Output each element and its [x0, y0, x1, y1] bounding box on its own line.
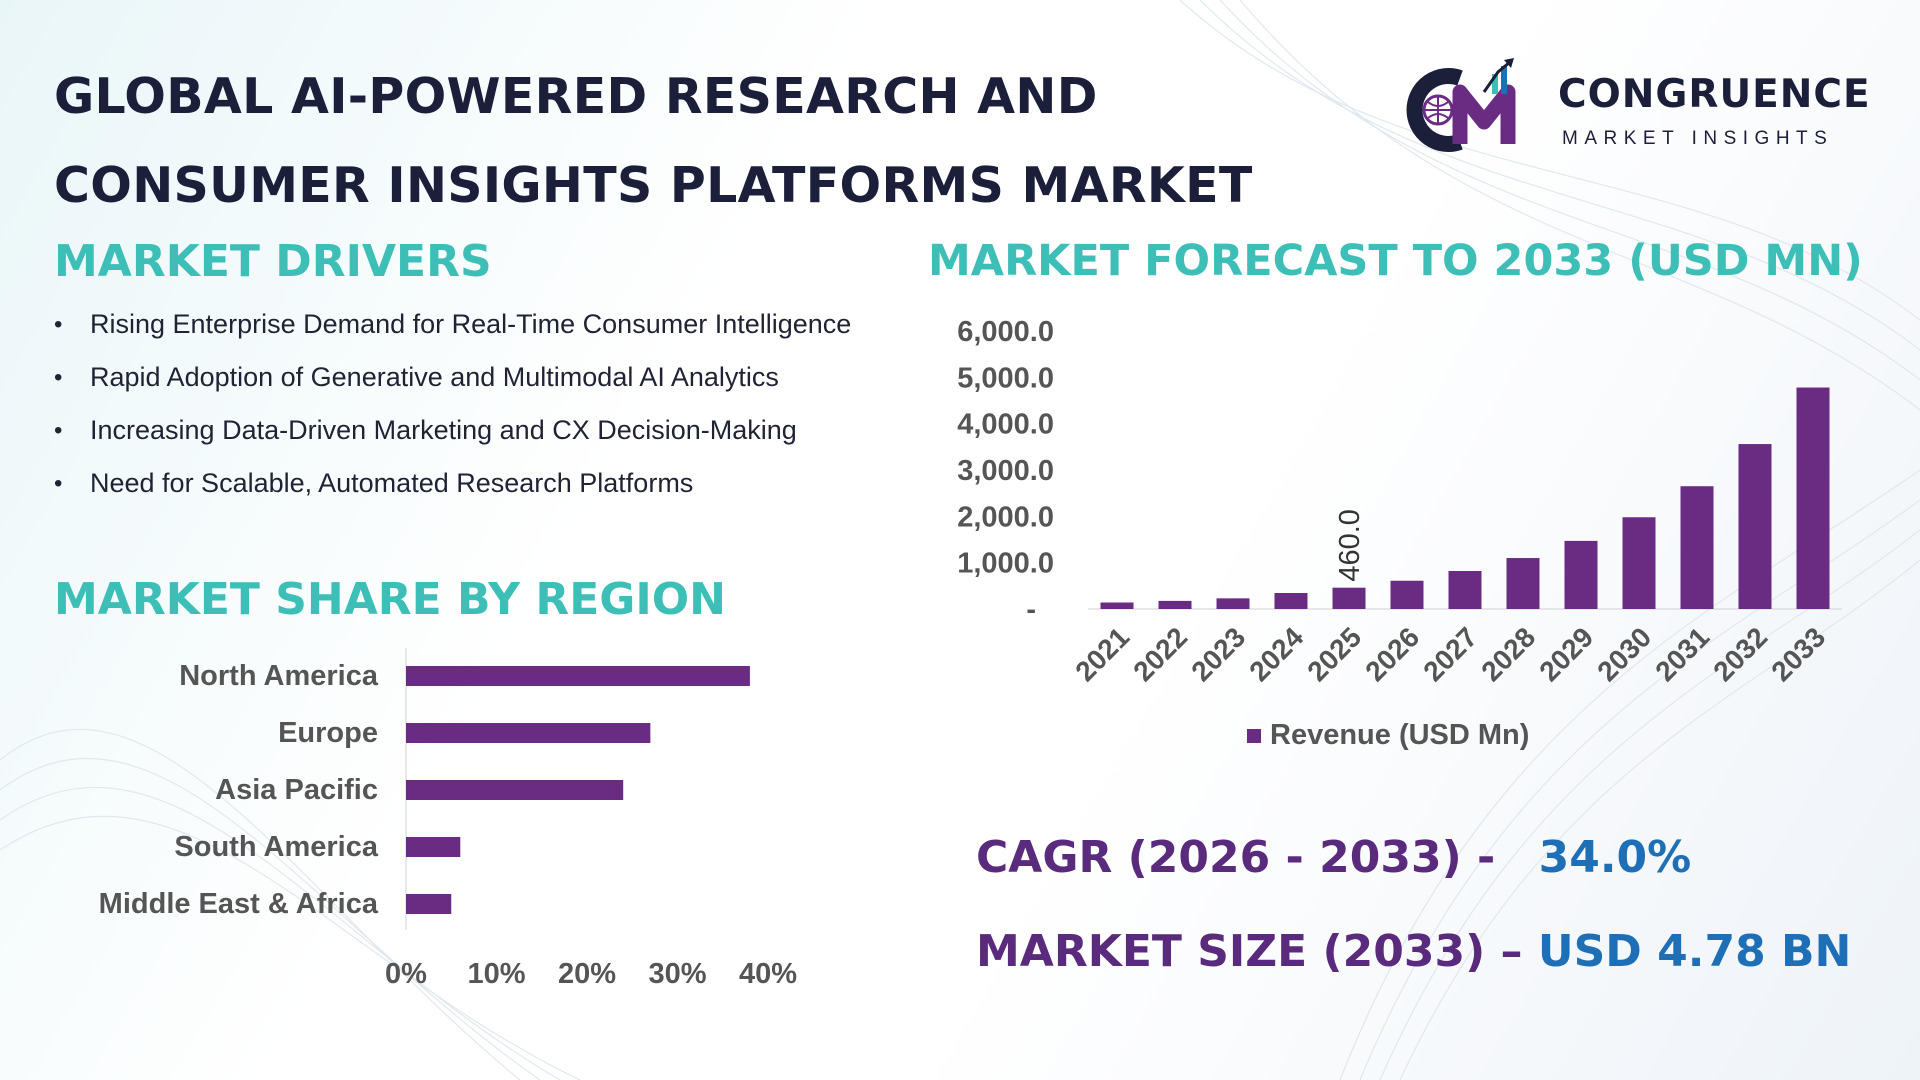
title-line-1: GLOBAL AI-POWERED RESEARCH AND — [54, 68, 1098, 125]
region-x-tick: 10% — [467, 958, 525, 990]
forecast-y-tick: 3,000.0 — [957, 455, 1054, 487]
forecast-x-tick: 2022 — [1127, 621, 1193, 687]
company-logo: CONGRUENCE MARKET INSIGHTS — [1398, 52, 1878, 162]
region-bar — [406, 780, 624, 800]
forecast-y-tick: - — [1026, 594, 1036, 626]
forecast-data-label: 460.0 — [1334, 509, 1366, 582]
region-category-label: South America — [174, 831, 378, 863]
legend-label: Revenue (USD Mn) — [1270, 719, 1529, 751]
title-line-2: CONSUMER INSIGHTS PLATFORMS MARKET — [54, 157, 1253, 214]
forecast-legend: Revenue (USD Mn) — [1247, 719, 1529, 751]
cagr-stat: CAGR (2026 - 2033) - 34.0% — [976, 832, 1691, 883]
region-x-tick: 20% — [558, 958, 616, 990]
driver-item: Increasing Data-Driven Marketing and CX … — [54, 404, 906, 457]
forecast-y-tick: 4,000.0 — [957, 409, 1054, 441]
forecast-y-tick: 2,000.0 — [957, 501, 1054, 533]
region-x-tick: 30% — [648, 958, 706, 990]
forecast-x-tick: 2021 — [1069, 621, 1135, 687]
forecast-bar — [1274, 593, 1308, 609]
logo-mark-icon — [1406, 58, 1516, 152]
forecast-x-tick: 2027 — [1417, 621, 1483, 687]
forecast-heading: MARKET FORECAST TO 2033 (USD MN) — [928, 236, 1863, 286]
forecast-y-tick: 5,000.0 — [957, 362, 1054, 394]
forecast-chart: - 1,000.0 2,000.0 3,000.0 4,000.0 5,000.0 6,00… — [957, 316, 1842, 751]
region-share-heading: MARKET SHARE BY REGION — [54, 574, 726, 625]
forecast-x-tick: 2032 — [1707, 621, 1773, 687]
forecast-bar — [1738, 444, 1772, 609]
forecast-x-tick: 2026 — [1359, 621, 1425, 687]
forecast-x-tick: 2033 — [1765, 621, 1831, 687]
forecast-x-tick: 2030 — [1591, 621, 1657, 687]
legend-swatch — [1247, 729, 1261, 743]
forecast-x-tick: 2024 — [1243, 621, 1309, 687]
forecast-bar — [1158, 600, 1192, 609]
forecast-x-tick: 2028 — [1475, 621, 1541, 687]
forecast-x-tick: 2029 — [1533, 621, 1599, 687]
driver-item: Rising Enterprise Demand for Real-Time C… — [54, 298, 906, 351]
forecast-bar — [1680, 486, 1714, 609]
market-size-value: USD 4.78 BN — [1537, 926, 1852, 977]
driver-item: Need for Scalable, Automated Research Pl… — [54, 457, 906, 510]
page-title: GLOBAL AI-POWERED RESEARCH AND CONSUMER … — [54, 52, 1354, 230]
region-category-label: Europe — [278, 717, 378, 749]
forecast-x-tick: 2025 — [1301, 621, 1367, 687]
region-bar — [406, 723, 651, 743]
forecast-bar — [1332, 587, 1366, 609]
forecast-bar — [1448, 571, 1482, 609]
region-category-label: Middle East & Africa — [99, 888, 379, 920]
region-category-label: North America — [179, 660, 379, 692]
market-size-label: MARKET SIZE (2033) – — [976, 926, 1523, 977]
logo-name: CONGRUENCE — [1558, 72, 1871, 117]
market-drivers-list: Rising Enterprise Demand for Real-Time C… — [54, 298, 906, 510]
forecast-bar — [1216, 598, 1250, 609]
region-bar — [406, 837, 461, 857]
forecast-bar — [1564, 540, 1598, 609]
forecast-bar — [1390, 580, 1424, 609]
market-size-stat: MARKET SIZE (2033) – USD 4.78 BN — [976, 926, 1851, 977]
forecast-x-tick: 2023 — [1185, 621, 1251, 687]
cagr-value: 34.0% — [1538, 832, 1692, 883]
region-bar — [406, 894, 452, 914]
forecast-bar — [1506, 558, 1540, 609]
region-x-tick: 40% — [739, 958, 797, 990]
forecast-bar — [1796, 387, 1830, 609]
region-share-chart: North America Europe Asia Pacific South Ame… — [99, 648, 797, 990]
logo-tagline: MARKET INSIGHTS — [1562, 128, 1834, 149]
region-bar — [406, 666, 750, 686]
driver-item: Rapid Adoption of Generative and Multimo… — [54, 351, 906, 404]
forecast-y-tick: 6,000.0 — [957, 316, 1054, 348]
forecast-bar — [1622, 517, 1656, 609]
forecast-y-tick: 1,000.0 — [957, 548, 1054, 580]
market-drivers-heading: MARKET DRIVERS — [54, 236, 492, 287]
forecast-x-tick: 2031 — [1649, 621, 1715, 687]
cagr-label: CAGR (2026 - 2033) - — [976, 832, 1496, 883]
region-category-label: Asia Pacific — [215, 774, 378, 806]
region-x-tick: 0% — [385, 958, 427, 990]
forecast-bar — [1100, 602, 1134, 609]
